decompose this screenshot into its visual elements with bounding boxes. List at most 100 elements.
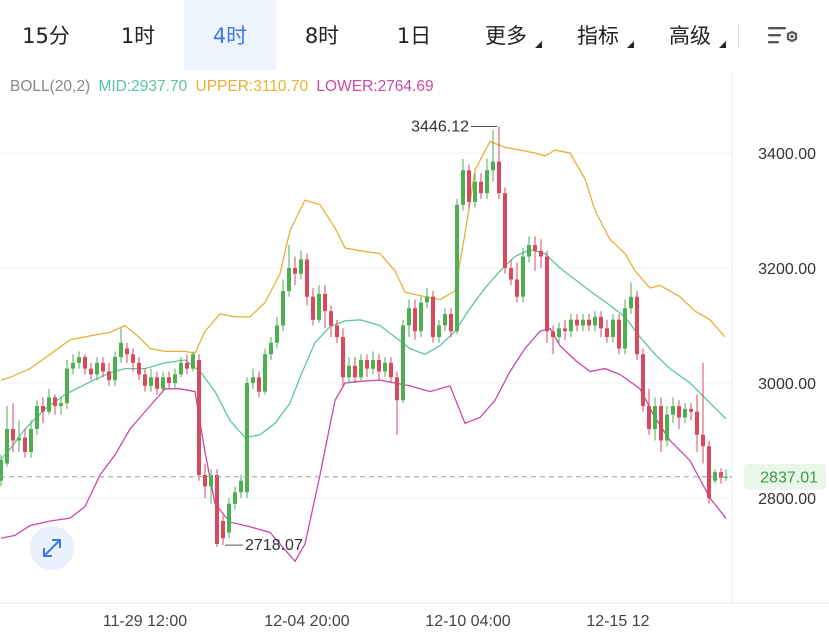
candle-down <box>293 268 297 274</box>
candle-up <box>419 302 423 332</box>
candle-down <box>533 245 537 251</box>
candle-down <box>545 256 549 332</box>
timeframe-tab-bar: 15分 1时 4时 8时 1日 更多 指标 高级 <box>0 0 829 70</box>
tab-7[interactable]: 高级 <box>644 0 736 70</box>
candle-down <box>635 296 639 355</box>
dropdown-arrow-icon <box>535 41 542 48</box>
price-axis-panel <box>732 70 829 605</box>
candle-down <box>587 319 591 326</box>
candle-down <box>539 250 543 257</box>
candle-up <box>275 325 279 343</box>
candle-down <box>641 354 645 406</box>
candle-down <box>137 362 141 375</box>
candle-up <box>269 342 273 355</box>
tab-label: 4时 <box>212 24 248 48</box>
x-tick-label: 12-04 20:00 <box>264 613 350 630</box>
candle-down <box>659 406 663 441</box>
candle-up <box>209 475 213 487</box>
candle-up <box>527 245 531 257</box>
candle-down <box>185 362 189 369</box>
tab-5[interactable]: 更多 <box>460 0 552 70</box>
chart-settings-icon[interactable] <box>766 22 798 50</box>
candle-down <box>353 365 357 378</box>
candle-up <box>5 429 9 464</box>
candle-up <box>629 296 633 309</box>
last-price-tag <box>744 463 826 490</box>
tab-1[interactable]: 1时 <box>92 0 184 70</box>
candle-down <box>53 397 57 406</box>
tab-4[interactable]: 1日 <box>368 0 460 70</box>
candle-up <box>65 368 69 404</box>
tab-label: 15分 <box>22 24 70 48</box>
candle-up <box>71 362 75 369</box>
candle-up <box>287 268 291 291</box>
dropdown-arrow-icon <box>719 41 726 48</box>
candle-down <box>215 475 219 544</box>
boll-lower-line <box>0 327 727 563</box>
candle-down <box>647 406 651 429</box>
y-tick-label: 3400.00 <box>758 146 816 163</box>
candle-down <box>203 475 207 487</box>
candle-up <box>239 480 243 493</box>
candle-down <box>617 319 621 349</box>
candle-up <box>671 406 675 415</box>
candle-down <box>329 311 333 326</box>
candle-up <box>443 314 447 326</box>
candle-down <box>551 331 555 337</box>
candle-down <box>89 368 93 375</box>
candle-up <box>59 403 63 406</box>
candle-down <box>677 406 681 418</box>
x-tick-label: 12-15 12 <box>586 613 649 630</box>
candle-up <box>179 362 183 375</box>
candle-down <box>107 371 111 381</box>
candle-up <box>35 406 39 429</box>
candle-up <box>425 296 429 303</box>
dropdown-arrow-icon <box>627 41 634 48</box>
y-tick-label: 3000.00 <box>758 376 816 393</box>
candle-up <box>47 397 51 412</box>
candle-down <box>563 328 567 332</box>
candle-down <box>125 348 129 355</box>
candle-down <box>377 360 381 372</box>
candle-down <box>323 293 327 312</box>
last-price-label: 2837.01 <box>760 470 818 487</box>
candle-up <box>173 374 177 383</box>
tab-3[interactable]: 8时 <box>276 0 368 70</box>
candle-down <box>83 357 87 369</box>
candle-down <box>311 296 315 320</box>
y-tick-label: 2800.00 <box>758 491 816 508</box>
candle-up <box>485 170 489 194</box>
candle-down <box>365 360 369 369</box>
candle-up <box>401 325 405 401</box>
candle-up <box>461 170 465 205</box>
tab-0[interactable]: 15分 <box>0 0 92 70</box>
candle-up <box>263 354 267 392</box>
candle-up <box>95 362 99 375</box>
candle-up <box>455 204 459 332</box>
candle-down <box>395 377 399 401</box>
candle-down <box>479 181 483 194</box>
candle-up <box>233 492 237 504</box>
tab-label: 8时 <box>304 24 340 48</box>
candle-up <box>569 319 573 332</box>
y-tick-label: 3200.00 <box>758 261 816 278</box>
tab-2[interactable]: 4时 <box>184 0 276 70</box>
indicator-name: BOLL(20,2) <box>10 78 91 95</box>
candle-up <box>17 437 21 441</box>
candle-up <box>371 360 375 369</box>
candle-up <box>227 503 231 533</box>
max-price-label: 3446.12 <box>411 118 469 135</box>
expand-chart-button[interactable] <box>30 526 74 570</box>
tab-label: 指标 <box>577 24 619 48</box>
candle-down <box>11 429 15 441</box>
candle-down <box>131 354 135 363</box>
candle-up <box>557 328 561 337</box>
candle-up <box>359 360 363 378</box>
tab-label: 更多 <box>485 24 527 48</box>
candle-up <box>683 408 687 418</box>
candle-up <box>437 325 441 337</box>
candle-up <box>623 308 627 349</box>
candle-down <box>389 362 393 378</box>
tab-6[interactable]: 指标 <box>552 0 644 70</box>
